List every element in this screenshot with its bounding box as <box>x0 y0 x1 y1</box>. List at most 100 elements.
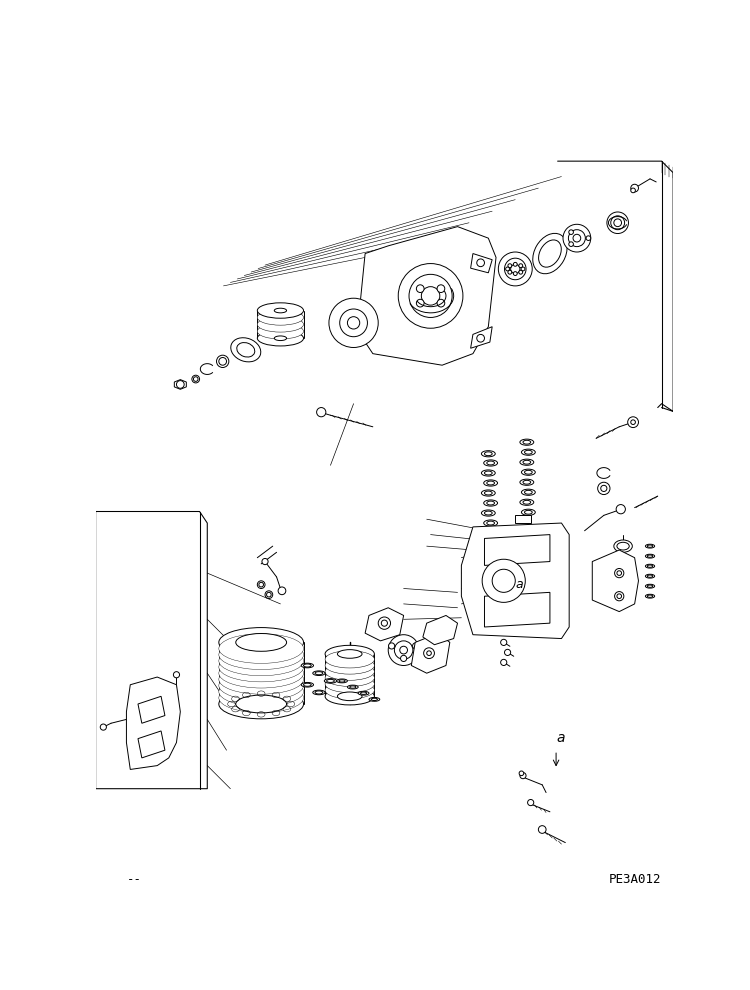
Ellipse shape <box>302 682 313 687</box>
Circle shape <box>610 216 625 230</box>
Ellipse shape <box>325 650 374 668</box>
Circle shape <box>381 620 388 627</box>
Circle shape <box>316 408 326 417</box>
Polygon shape <box>138 731 165 758</box>
Circle shape <box>628 417 638 428</box>
Circle shape <box>424 647 434 658</box>
Ellipse shape <box>484 520 497 526</box>
Circle shape <box>598 482 610 495</box>
Polygon shape <box>411 634 450 673</box>
Circle shape <box>427 650 431 655</box>
Ellipse shape <box>338 649 362 658</box>
Ellipse shape <box>219 646 304 676</box>
Ellipse shape <box>237 343 255 357</box>
Ellipse shape <box>325 669 374 686</box>
Circle shape <box>394 641 412 659</box>
Circle shape <box>520 772 526 779</box>
Ellipse shape <box>371 698 377 701</box>
Ellipse shape <box>274 336 286 341</box>
Circle shape <box>501 659 507 665</box>
Circle shape <box>329 298 378 347</box>
Ellipse shape <box>219 683 304 713</box>
Circle shape <box>192 375 200 383</box>
Ellipse shape <box>325 645 374 662</box>
Ellipse shape <box>647 565 652 567</box>
Polygon shape <box>484 535 550 565</box>
Circle shape <box>477 259 484 266</box>
Circle shape <box>513 262 517 266</box>
Polygon shape <box>470 253 492 273</box>
Circle shape <box>505 649 511 655</box>
Ellipse shape <box>236 695 286 713</box>
Ellipse shape <box>219 628 304 657</box>
Ellipse shape <box>231 338 261 362</box>
Circle shape <box>413 643 419 649</box>
Ellipse shape <box>219 677 304 707</box>
Circle shape <box>347 317 360 329</box>
Circle shape <box>340 309 368 337</box>
Ellipse shape <box>347 685 358 689</box>
Circle shape <box>519 270 523 274</box>
Ellipse shape <box>236 634 286 651</box>
Ellipse shape <box>313 690 325 695</box>
Circle shape <box>378 617 391 630</box>
Circle shape <box>617 594 622 599</box>
Circle shape <box>388 643 394 649</box>
Ellipse shape <box>614 540 632 552</box>
Ellipse shape <box>487 521 494 525</box>
Circle shape <box>631 188 635 193</box>
Circle shape <box>498 252 532 286</box>
Ellipse shape <box>646 584 655 588</box>
Polygon shape <box>470 327 492 348</box>
Ellipse shape <box>484 451 492 455</box>
Circle shape <box>508 263 512 267</box>
Circle shape <box>416 299 424 307</box>
Circle shape <box>388 635 419 665</box>
Ellipse shape <box>257 331 304 346</box>
Ellipse shape <box>646 574 655 578</box>
Ellipse shape <box>538 240 561 267</box>
Ellipse shape <box>647 575 652 577</box>
Ellipse shape <box>257 324 304 339</box>
Ellipse shape <box>257 303 304 318</box>
Circle shape <box>416 285 424 292</box>
Circle shape <box>398 263 463 329</box>
Ellipse shape <box>521 449 536 455</box>
Ellipse shape <box>523 441 531 445</box>
Circle shape <box>586 236 591 241</box>
Ellipse shape <box>617 543 629 550</box>
Circle shape <box>616 505 626 514</box>
Circle shape <box>217 355 229 367</box>
Ellipse shape <box>482 470 495 476</box>
Circle shape <box>568 242 574 247</box>
Ellipse shape <box>325 681 374 699</box>
Polygon shape <box>592 550 638 612</box>
Circle shape <box>519 771 524 775</box>
Text: a: a <box>515 578 523 591</box>
Circle shape <box>521 267 525 271</box>
Circle shape <box>527 800 534 806</box>
Circle shape <box>568 230 585 247</box>
Circle shape <box>607 212 628 234</box>
Polygon shape <box>138 696 165 724</box>
Ellipse shape <box>358 691 369 695</box>
Ellipse shape <box>487 461 494 465</box>
Ellipse shape <box>338 692 362 701</box>
Ellipse shape <box>524 511 532 514</box>
Ellipse shape <box>646 544 655 548</box>
Ellipse shape <box>219 689 304 719</box>
Text: a: a <box>556 732 565 745</box>
Circle shape <box>631 420 635 425</box>
Circle shape <box>219 357 226 365</box>
Circle shape <box>513 271 517 275</box>
Ellipse shape <box>325 688 374 705</box>
Polygon shape <box>127 677 180 769</box>
Ellipse shape <box>304 664 311 667</box>
Ellipse shape <box>520 459 534 465</box>
Ellipse shape <box>646 594 655 598</box>
Circle shape <box>173 671 179 678</box>
Polygon shape <box>423 616 458 644</box>
Ellipse shape <box>524 470 532 474</box>
Ellipse shape <box>484 471 492 475</box>
Ellipse shape <box>315 691 322 694</box>
